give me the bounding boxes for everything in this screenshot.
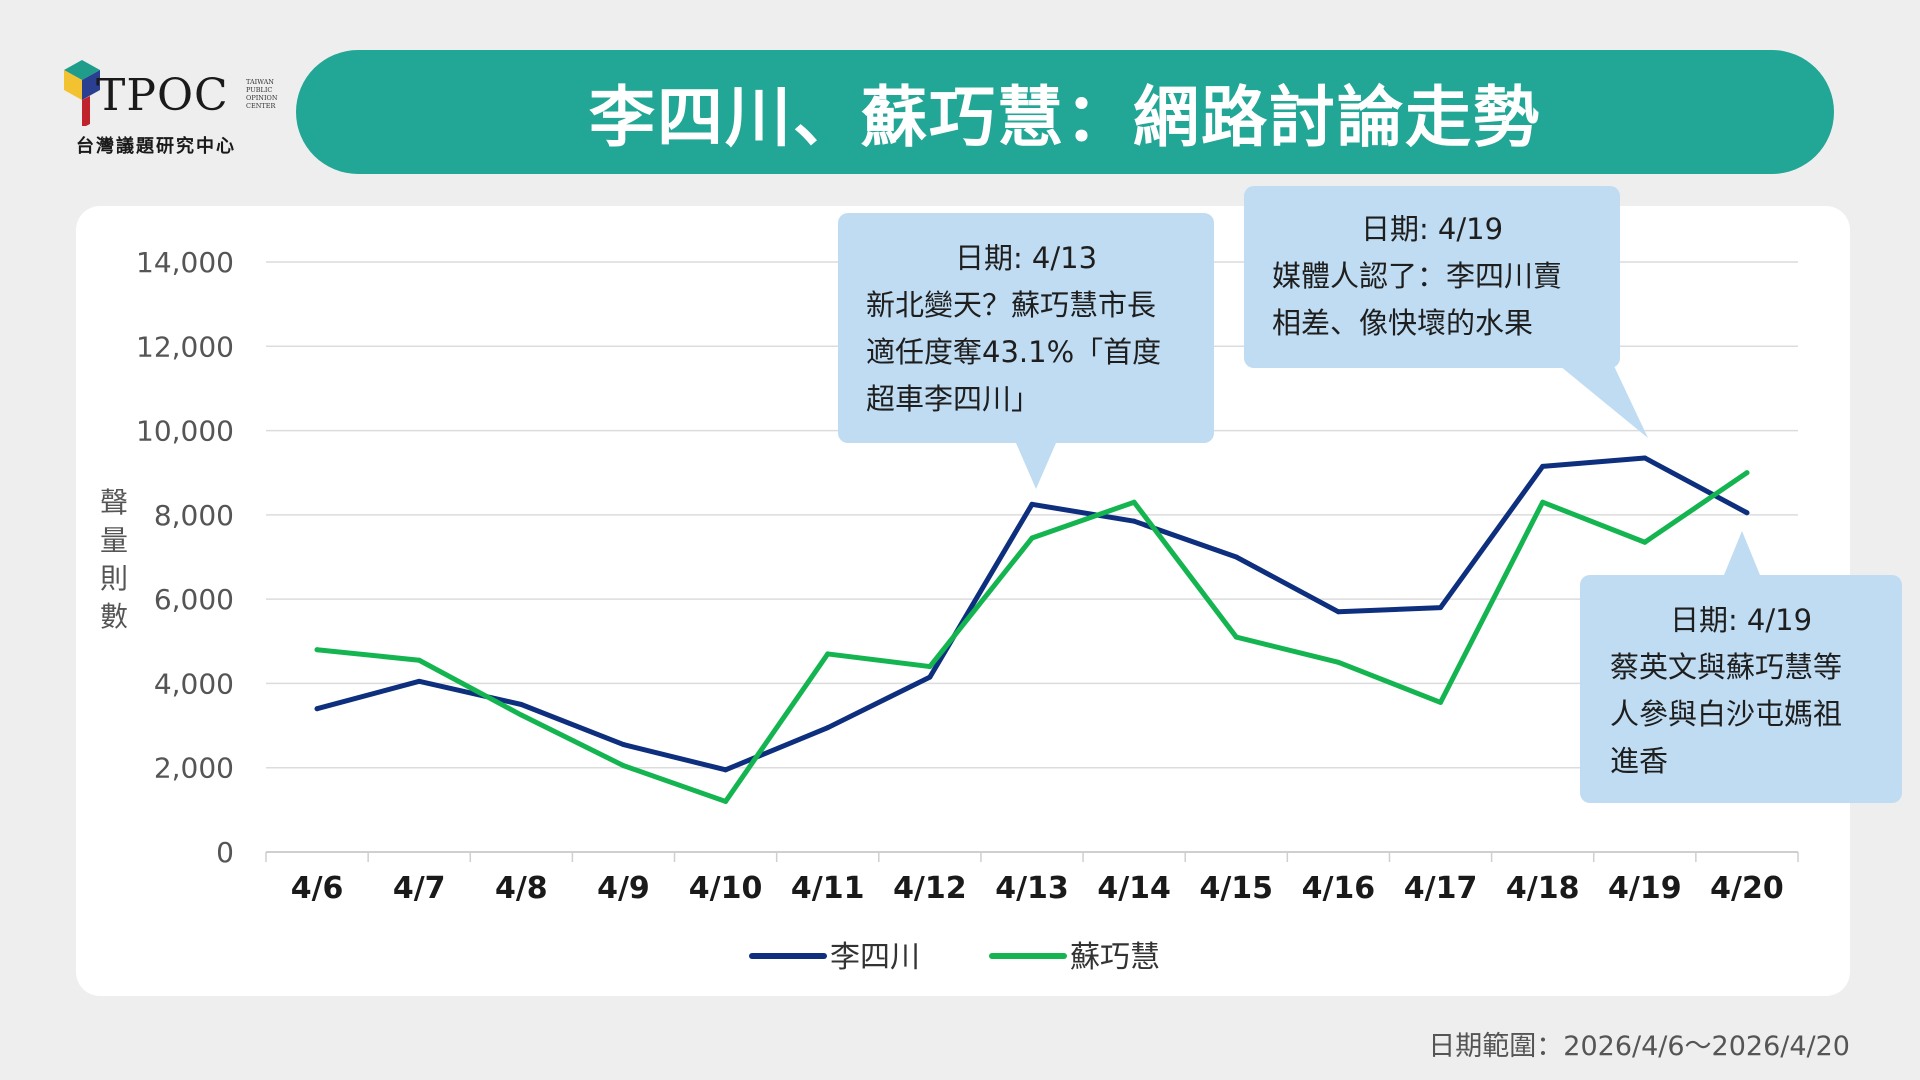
data-point [1029, 501, 1035, 507]
data-point [518, 712, 524, 718]
data-point [1744, 510, 1750, 516]
logo-brand: TPOC [96, 70, 229, 121]
callout-line: 超車李四川」 [866, 382, 1041, 416]
callout-line: 人參與白沙屯媽祖 [1610, 697, 1843, 731]
data-point [620, 742, 626, 748]
callout-4-19-b: 日期: 4/19 蔡英文與蘇巧慧等 人參與白沙屯媽祖 進香 [1580, 531, 1902, 803]
data-point [825, 651, 831, 657]
callout-pointer [1016, 443, 1056, 489]
callout-pointer [1724, 531, 1760, 575]
x-tick-label: 4/19 [1608, 871, 1682, 906]
data-point [723, 798, 729, 804]
callout-date: 日期: 4/19 [1360, 212, 1504, 246]
callout-4-19-a: 日期: 4/19 媒體人認了：李四川賣 相差、像快壞的水果 [1244, 186, 1620, 368]
y-tick-label: 14,000 [136, 246, 234, 279]
x-tick-label: 4/10 [689, 871, 763, 906]
x-tick-label: 4/15 [1199, 871, 1273, 906]
x-tick-label: 4/17 [1404, 871, 1478, 906]
x-tick-label: 4/12 [893, 871, 967, 906]
data-point [1335, 659, 1341, 665]
data-point [1642, 455, 1648, 461]
y-tick-label: 10,000 [136, 415, 234, 448]
x-tick-label: 4/9 [597, 871, 650, 906]
data-point [1540, 499, 1546, 505]
data-point [1131, 518, 1137, 524]
legend-label: 李四川 [830, 940, 920, 975]
callout-line: 相差、像快壞的水果 [1272, 306, 1534, 340]
y-tick-label: 4,000 [154, 667, 234, 700]
callout-line: 媒體人認了：李四川賣 [1272, 259, 1563, 293]
data-point [1233, 554, 1239, 560]
logo-sub-cn: 台灣議題研究中心 [76, 136, 236, 157]
legend-label: 蘇巧慧 [1070, 940, 1160, 975]
y-tick-label: 0 [216, 836, 234, 869]
data-point [416, 678, 422, 684]
data-point [927, 674, 933, 680]
callout-line: 新北變天？蘇巧慧市長 [866, 288, 1157, 322]
x-tick-label: 4/8 [495, 871, 548, 906]
x-tick-label: 4/11 [791, 871, 865, 906]
logo-sub-en: TAIWAN PUBLIC OPINION CENTER [246, 78, 278, 110]
series-line-2 [314, 470, 1750, 804]
x-tick-label: 4/20 [1710, 871, 1784, 906]
date-range-footer: 日期範圍：2026/4/6～2026/4/20 [1428, 1031, 1850, 1062]
data-point [1540, 463, 1546, 469]
x-tick-label: 4/14 [1097, 871, 1171, 906]
callout-line: 蔡英文與蘇巧慧等 [1610, 650, 1843, 684]
page-title: 李四川、蘇巧慧：網路討論走勢 [589, 79, 1541, 156]
data-point [825, 725, 831, 731]
y-tick-label: 8,000 [154, 499, 234, 532]
data-point [620, 763, 626, 769]
y-tick-label: 2,000 [154, 752, 234, 785]
callout-date: 日期: 4/19 [1669, 603, 1813, 637]
data-point [1335, 609, 1341, 615]
y-axis-label: 聲量則數 [99, 486, 128, 633]
x-tick-label: 4/18 [1506, 871, 1580, 906]
y-tick-label: 6,000 [154, 583, 234, 616]
x-tick-label: 4/16 [1302, 871, 1376, 906]
callout-4-13: 日期: 4/13 新北變天？蘇巧慧市長 適任度奪43.1%「首度 超車李四川」 [838, 213, 1214, 489]
x-tick-label: 4/6 [291, 871, 344, 906]
data-point [518, 702, 524, 707]
data-point [314, 706, 320, 712]
data-point [416, 657, 422, 663]
callout-line: 適任度奪43.1%「首度 [866, 335, 1162, 369]
data-point [1131, 499, 1137, 505]
x-tick-label: 4/7 [393, 871, 446, 906]
callout-date: 日期: 4/13 [954, 241, 1098, 275]
data-point [927, 664, 933, 670]
data-point [1642, 539, 1648, 545]
callout-line: 進香 [1610, 744, 1669, 778]
data-point [723, 767, 729, 773]
title-banner: 李四川、蘇巧慧：網路討論走勢 [296, 50, 1834, 174]
y-tick-label: 12,000 [136, 330, 234, 363]
tpoc-logo: TPOC TAIWAN PUBLIC OPINION CENTER 台灣議題研究… [56, 52, 286, 162]
data-point [1744, 470, 1750, 476]
data-point [1233, 634, 1239, 640]
logo-mark-icon [64, 60, 100, 126]
data-point [1438, 605, 1444, 611]
data-point [1438, 699, 1444, 705]
data-point [1029, 535, 1035, 541]
x-tick-label: 4/13 [995, 871, 1069, 906]
data-point [314, 647, 320, 653]
